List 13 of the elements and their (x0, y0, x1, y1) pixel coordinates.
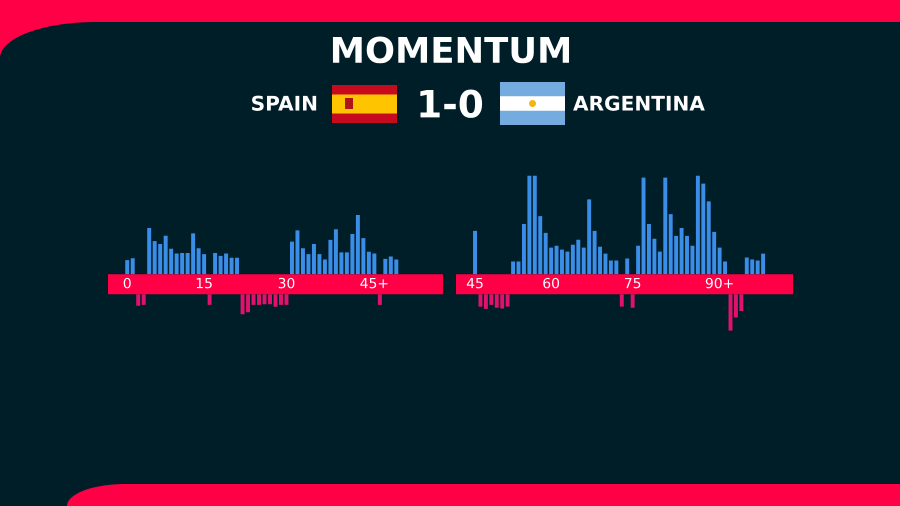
text: ARGENTINA (573, 96, 705, 111)
x-tick-label: 75 (624, 278, 640, 288)
chart-title: MOMENTUM (332, 36, 570, 64)
x-tick-label: 45+ (360, 278, 388, 288)
text: 1-0 (420, 90, 482, 118)
bar (473, 230, 477, 274)
text: SPAIN (252, 96, 316, 111)
x-tick-label: 0 (124, 278, 131, 288)
x-tick-label: 60 (543, 278, 560, 288)
x-tick-label: 30 (278, 278, 294, 288)
x-tick-label: 15 (196, 278, 212, 288)
x-tick-label: 45 (466, 278, 483, 288)
x-tick-label: 90+ (706, 278, 733, 288)
